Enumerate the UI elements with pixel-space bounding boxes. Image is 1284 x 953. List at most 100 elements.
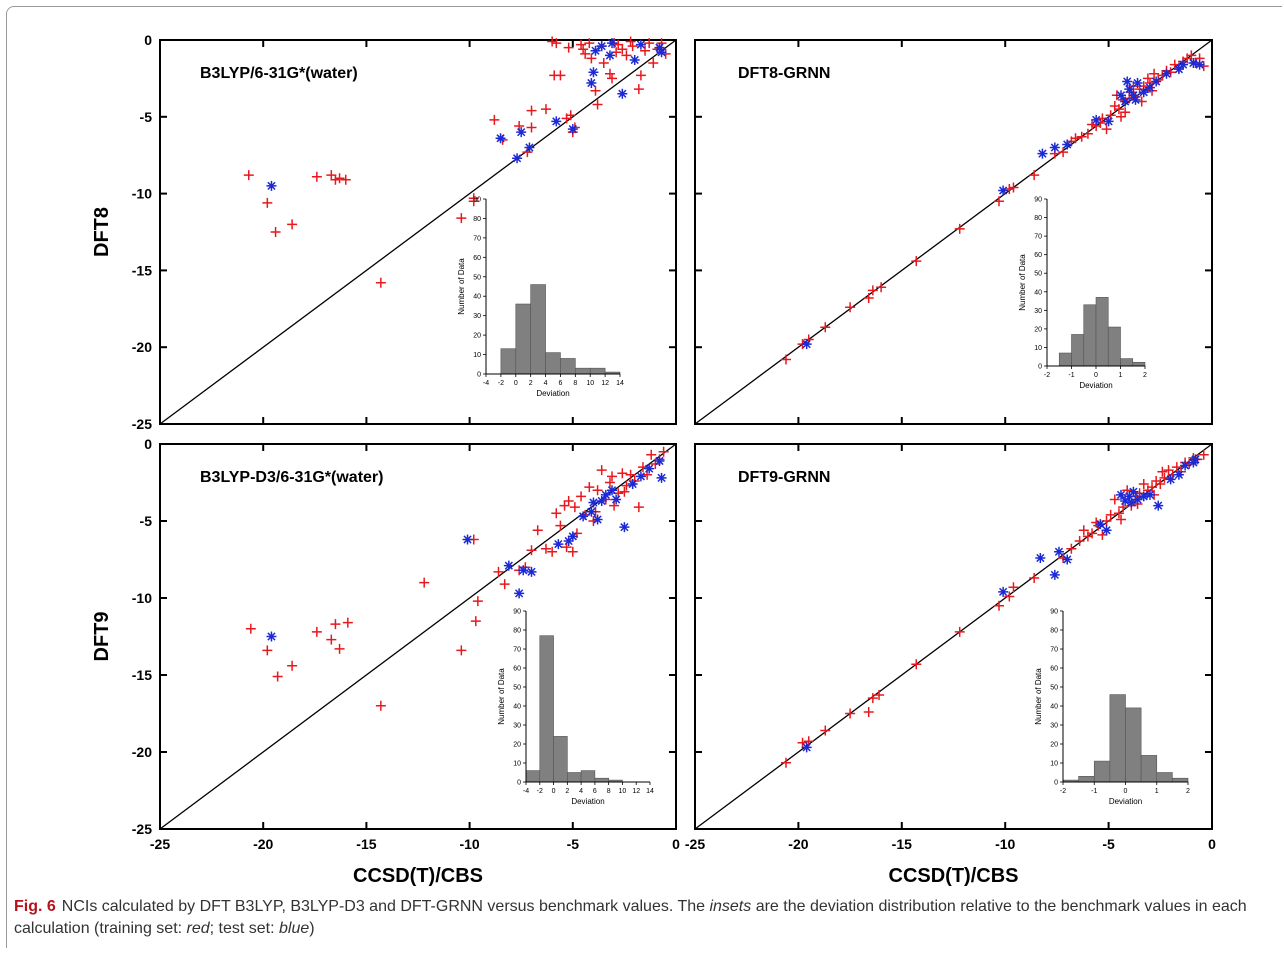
train-point <box>586 53 597 64</box>
inset-x-tick-label: 4 <box>544 380 548 387</box>
train-point <box>820 322 831 333</box>
inset-y-tick-label: 90 <box>513 609 521 616</box>
inset-histogram: 0 10 20 30 40 50 60 70 80 90 -4 -2 0 2 4 6 8 10 12 14 Deviat… <box>457 191 626 402</box>
inset-y-tick-label: 0 <box>1038 364 1042 371</box>
inset-x-label: Deviation <box>536 389 569 398</box>
train-point <box>326 170 337 181</box>
histogram-bar <box>515 303 531 375</box>
panel-2: DFT8-GRNN 0 10 20 30 40 50 60 70 80 90 -2 -1 0 1 2 Devia… <box>694 39 1213 425</box>
histogram-bar <box>1109 694 1126 783</box>
inset-x-tick-label: 0 <box>552 788 556 795</box>
train-point <box>635 70 646 81</box>
train-point <box>867 285 878 296</box>
inset-x-tick-label: 0 <box>514 380 518 387</box>
train-point <box>1136 96 1147 107</box>
histogram-bar <box>567 772 582 783</box>
train-point <box>1097 529 1108 540</box>
inset-x-tick-label: 6 <box>593 788 597 795</box>
test-point <box>654 42 665 53</box>
test-point <box>1165 474 1176 485</box>
inset-y-tick-label: 60 <box>473 255 481 262</box>
histogram-bar <box>575 367 591 375</box>
test-point <box>1190 454 1201 465</box>
test-point <box>1122 76 1133 87</box>
train-point <box>499 579 510 590</box>
train-point <box>1113 508 1124 519</box>
test-point <box>462 534 473 545</box>
test-point <box>1144 82 1155 93</box>
inset-x-tick-label: 0 <box>1124 788 1128 795</box>
train-point <box>580 48 591 59</box>
caption-label: Fig. 6 <box>14 898 56 915</box>
train-point <box>584 482 595 493</box>
caption-insets: insets <box>709 898 752 915</box>
test-point <box>1053 546 1064 557</box>
test-point <box>526 566 537 577</box>
inset-y-tick-label: 50 <box>1050 685 1058 692</box>
train-point <box>863 293 874 304</box>
test-point <box>607 485 618 496</box>
inset-x-tick-label: 10 <box>619 788 627 795</box>
train-point <box>578 44 589 55</box>
inset-y-label: Number of Data <box>1034 668 1043 725</box>
train-point <box>604 477 615 488</box>
inset-y-tick-label: 80 <box>1034 215 1042 222</box>
train-point <box>1147 482 1158 493</box>
histogram-bar <box>525 770 541 783</box>
y-tick-label: -5 <box>140 513 153 529</box>
histogram-bar <box>1095 297 1109 367</box>
histogram-bar <box>1107 326 1121 367</box>
train-point <box>1029 572 1040 583</box>
inset-x-tick-label: 2 <box>1143 372 1147 379</box>
inset-x-tick-label: 2 <box>565 788 569 795</box>
train-point <box>555 520 566 531</box>
inset-y-tick-label: 50 <box>513 685 521 692</box>
train-point <box>590 85 601 96</box>
train-point <box>563 42 574 53</box>
test-point <box>578 511 589 522</box>
train-point <box>551 508 562 519</box>
test-point <box>1153 500 1164 511</box>
inset-x-tick-label: 1 <box>1119 372 1123 379</box>
train-point <box>419 577 430 588</box>
test-point <box>1138 87 1149 98</box>
histogram-bar <box>1083 304 1097 367</box>
inset-y-tick-label: 30 <box>513 723 521 730</box>
test-point <box>1037 148 1048 159</box>
y-tick-label: -10 <box>132 186 152 202</box>
test-point <box>656 47 667 58</box>
train-point <box>1076 131 1087 142</box>
train-point <box>1105 509 1116 520</box>
inset-y-tick-label: 40 <box>1050 704 1058 711</box>
histogram-bar <box>594 777 609 783</box>
train-point <box>1082 128 1093 139</box>
test-point <box>567 124 578 135</box>
histogram-bar <box>553 736 568 783</box>
histogram-bar <box>545 352 561 375</box>
inset-y-tick-label: 20 <box>473 333 481 340</box>
train-point <box>493 566 504 577</box>
train-point <box>470 616 481 627</box>
train-point <box>576 491 587 502</box>
test-point <box>551 116 562 127</box>
test-point <box>596 41 607 52</box>
train-point <box>262 645 273 656</box>
test-point <box>611 494 622 505</box>
train-point <box>911 256 922 267</box>
train-point <box>911 659 922 670</box>
test-point <box>514 588 525 599</box>
histogram-bar <box>560 358 576 375</box>
y-tick-label: -10 <box>132 590 152 606</box>
inset-x-label: Deviation <box>1079 381 1112 390</box>
test-point <box>617 88 628 99</box>
inset-histogram: 0 10 20 30 40 50 60 70 80 90 -2 -1 0 1 2 Deviation Numbe… <box>1034 603 1194 810</box>
train-point <box>540 543 551 554</box>
inset-y-tick-label: 80 <box>473 216 481 223</box>
inset-y-tick-label: 90 <box>1050 609 1058 616</box>
train-point <box>1163 465 1174 476</box>
train-point <box>334 173 345 184</box>
x-tick-label: 0 <box>1208 836 1216 852</box>
inset-y-label: Number of Data <box>457 258 466 315</box>
inset-y-tick-label: 40 <box>1034 289 1042 296</box>
test-point <box>801 339 812 350</box>
